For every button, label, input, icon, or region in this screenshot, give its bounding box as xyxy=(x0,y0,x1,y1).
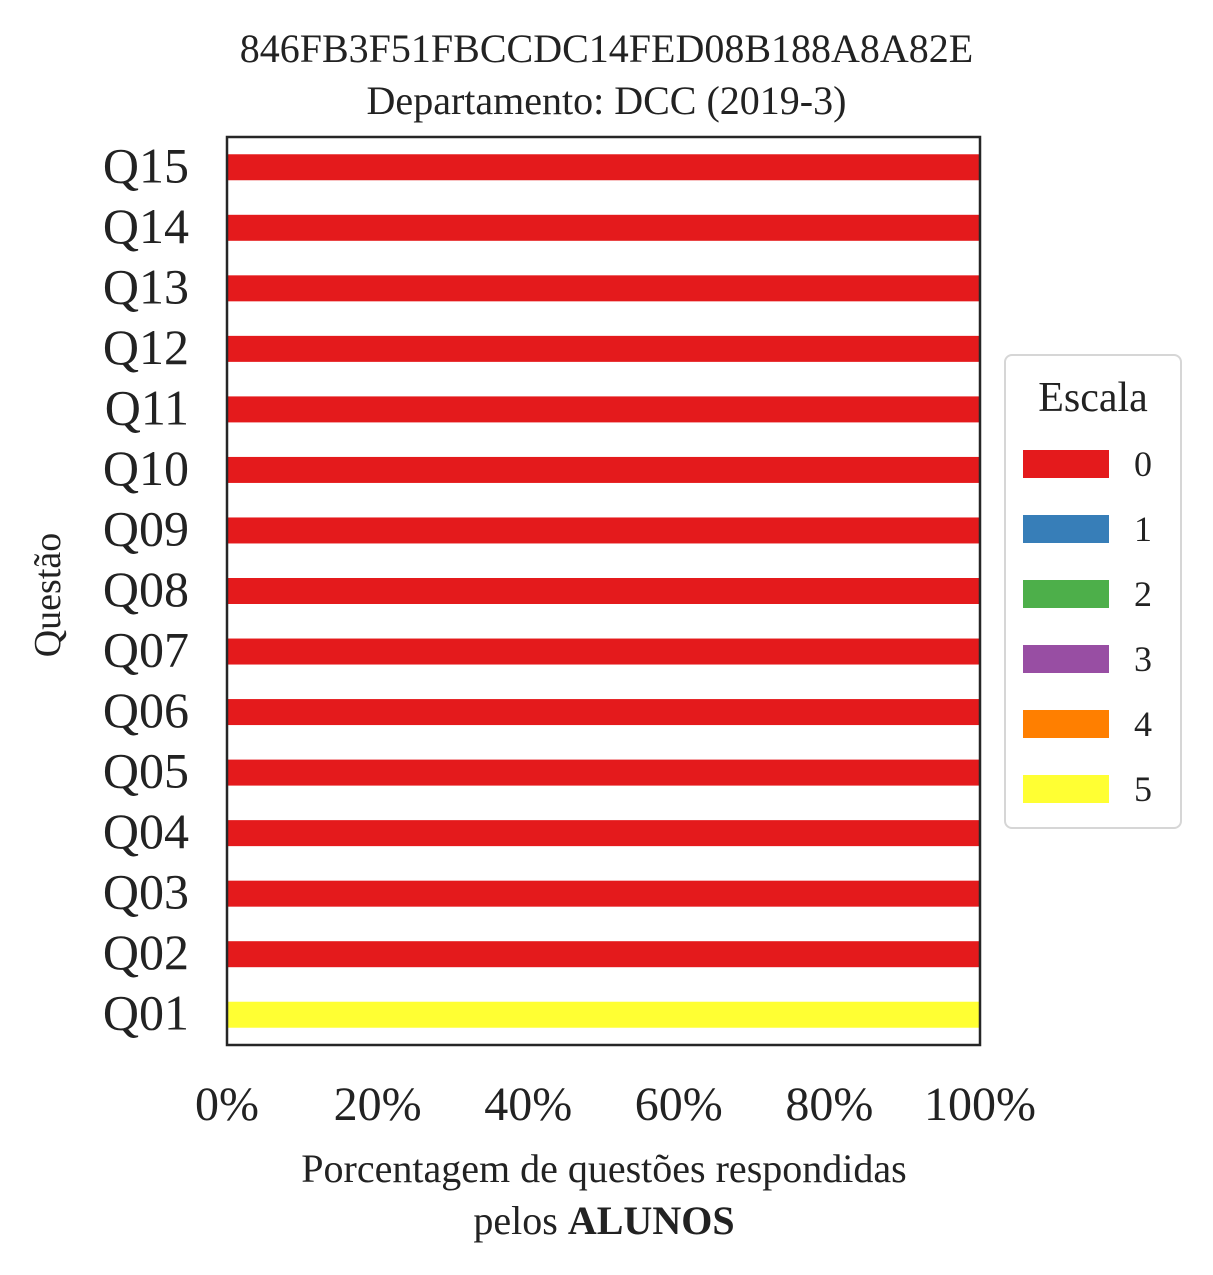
bar-Q03-escala-0 xyxy=(227,880,980,907)
legend-item-0: 0 xyxy=(1006,444,1180,484)
chart-subtitle: Departamento: DCC (2019-3) xyxy=(366,78,847,123)
legend-swatch xyxy=(1023,515,1109,543)
y-tick-label-Q03: Q03 xyxy=(103,864,189,920)
y-tick-label-Q14: Q14 xyxy=(103,198,189,254)
y-tick-label-Q05: Q05 xyxy=(103,743,189,799)
y-tick-label-Q10: Q10 xyxy=(103,440,189,496)
x-axis-label-line1: Porcentagem de questões respondidas xyxy=(301,1146,907,1191)
legend-label: 4 xyxy=(1134,704,1152,744)
x-tick-label: 40% xyxy=(484,1078,572,1131)
y-tick-label-Q09: Q09 xyxy=(103,500,189,556)
x-tick-label: 0% xyxy=(195,1078,259,1131)
y-tick-label-Q15: Q15 xyxy=(103,137,189,193)
legend-title: Escala xyxy=(1038,375,1148,421)
y-tick-label-Q13: Q13 xyxy=(103,258,189,314)
bar-Q11-escala-0 xyxy=(227,396,980,423)
x-tick-label: 80% xyxy=(785,1078,873,1131)
y-tick-label-Q07: Q07 xyxy=(103,622,189,678)
x-axis-label-prefix: pelos xyxy=(473,1198,558,1243)
x-tick-label: 20% xyxy=(334,1078,422,1131)
bar-Q05-escala-0 xyxy=(227,759,980,786)
y-tick-label-Q06: Q06 xyxy=(103,682,189,738)
bar-Q10-escala-0 xyxy=(227,456,980,483)
legend-item-1: 1 xyxy=(1006,509,1180,549)
y-tick-label-Q11: Q11 xyxy=(105,379,189,435)
legend-item-3: 3 xyxy=(1006,639,1180,679)
legend: Escala 0 1 2 3 4 5 xyxy=(1004,354,1182,829)
bar-Q07-escala-0 xyxy=(227,638,980,665)
bar-Q04-escala-0 xyxy=(227,820,980,847)
x-tick-label: 100% xyxy=(924,1078,1036,1131)
bar-Q09-escala-0 xyxy=(227,517,980,544)
bar-Q14-escala-0 xyxy=(227,214,980,241)
plot-frame xyxy=(225,135,982,1047)
y-tick-label-Q04: Q04 xyxy=(103,803,189,859)
x-axis-label-bold: ALUNOS xyxy=(567,1198,735,1243)
x-axis-label-line2: pelos ALUNOS xyxy=(228,1198,980,1244)
legend-item-2: 2 xyxy=(1006,574,1180,614)
bar-Q02-escala-0 xyxy=(227,941,980,968)
y-tick-label-Q08: Q08 xyxy=(103,561,189,617)
legend-swatch xyxy=(1023,580,1109,608)
chart-title: 846FB3F51FBCCDC14FED08B188A8A82E xyxy=(239,26,974,71)
legend-label: 3 xyxy=(1134,639,1152,679)
legend-swatch xyxy=(1023,645,1109,673)
y-axis-label: Questão xyxy=(27,532,69,658)
legend-label: 2 xyxy=(1134,574,1152,614)
bar-Q08-escala-0 xyxy=(227,578,980,604)
bar-Q06-escala-0 xyxy=(227,699,980,726)
bar-Q12-escala-0 xyxy=(227,335,980,362)
y-tick-label-Q01: Q01 xyxy=(103,985,189,1041)
legend-swatch xyxy=(1023,775,1109,803)
legend-item-5: 5 xyxy=(1006,769,1180,809)
legend-item-4: 4 xyxy=(1006,704,1180,744)
y-tick-label-Q02: Q02 xyxy=(103,924,189,980)
legend-label: 1 xyxy=(1134,509,1152,549)
bar-Q15-escala-0 xyxy=(227,154,980,181)
x-tick-label: 60% xyxy=(635,1078,723,1131)
bar-Q13-escala-0 xyxy=(227,275,980,302)
y-tick-label-Q12: Q12 xyxy=(103,319,189,375)
legend-swatch xyxy=(1023,710,1109,738)
bar-Q01-escala-5 xyxy=(227,1001,980,1028)
legend-label: 5 xyxy=(1134,769,1152,809)
legend-swatch xyxy=(1023,450,1109,478)
legend-label: 0 xyxy=(1134,444,1152,484)
